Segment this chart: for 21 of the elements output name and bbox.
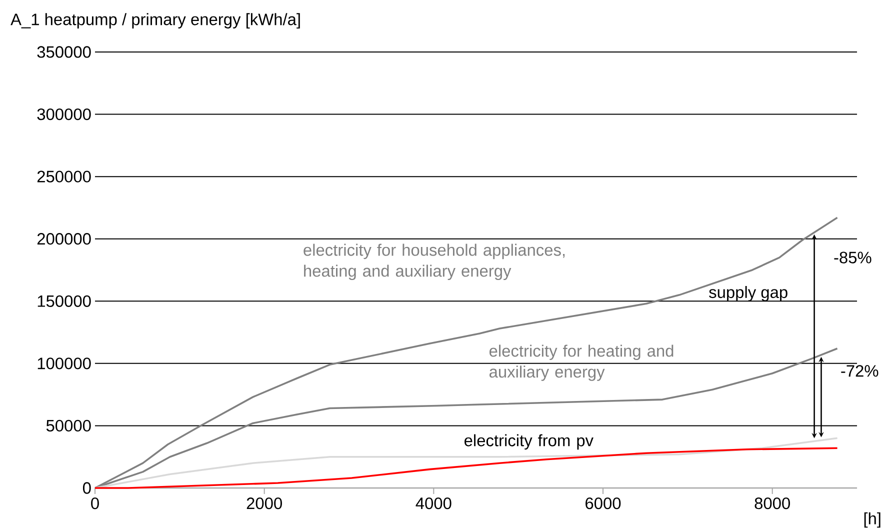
x-tick-label: 0	[91, 498, 99, 510]
y-tick-label: 350000	[37, 46, 91, 58]
y-tick-label: 150000	[38, 295, 91, 307]
annotation: -72%	[841, 365, 878, 377]
x-tick-label: 2000	[246, 498, 282, 510]
y-tick-label: 100000	[38, 358, 91, 370]
x-tick-label: 6000	[586, 498, 621, 510]
y-tick-label: 250000	[37, 170, 91, 182]
x-tick-label: 4000	[416, 498, 452, 510]
series-label: electricity from pv	[464, 434, 594, 450]
series-label: electricity for heating and auxiliary energy	[490, 344, 674, 381]
y-tick-label: 50000	[46, 420, 91, 432]
text: electricity for household appliances, heating and auxiliary energy	[304, 244, 565, 280]
y-axis-title: A_1 heatpump / primary energy [kWh/a]	[10, 13, 300, 28]
annotation: supply gap	[709, 286, 788, 302]
annotation: -85%	[834, 252, 872, 264]
y-tick-label: 0	[82, 482, 91, 494]
y-tick-label: 300000	[37, 108, 91, 120]
y-tick-label: 200000	[37, 233, 91, 245]
x-axis-title: [h]	[864, 512, 880, 528]
x-tick-label: 8000	[754, 498, 790, 510]
